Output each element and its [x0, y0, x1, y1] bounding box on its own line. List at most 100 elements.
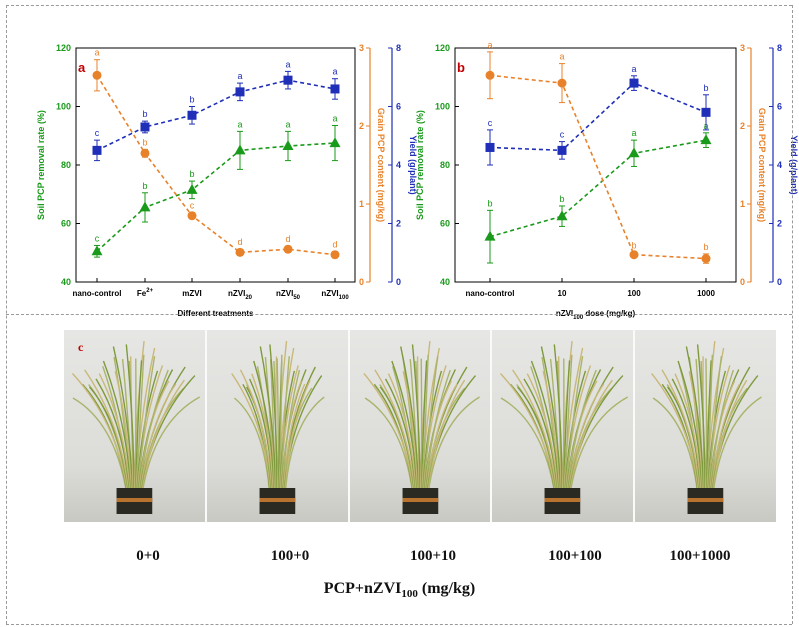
rice-plant-illustration [500, 341, 629, 514]
data-point [140, 122, 150, 132]
data-point [235, 87, 245, 97]
frame-border-bottom [6, 624, 792, 625]
series-circle: a b c d d d [92, 48, 340, 260]
x-tick-label: mZVI [182, 289, 202, 298]
series-line [489, 74, 707, 260]
series-line [96, 142, 336, 252]
rice-plant-photo [633, 330, 776, 522]
yield-tick-label: 4 [396, 160, 401, 170]
significance-letter: c [95, 233, 100, 243]
data-point [484, 230, 496, 241]
yield-tick-label: 6 [777, 102, 782, 112]
data-point [701, 107, 711, 117]
x-tick-label: Fe2+ [137, 288, 154, 298]
grain-axis-title: Grain PCP content (mg/kg) [376, 108, 386, 222]
data-point [92, 145, 102, 155]
series-square: c c a b [485, 64, 711, 166]
yield-axis-title: Yield (g/plant) [789, 135, 799, 194]
x-tick-label: nZVI100 [321, 289, 349, 301]
grain-tick-label: 0 [740, 277, 745, 287]
left-tick-label: 100 [56, 102, 71, 112]
significance-letter: a [631, 128, 636, 138]
x-axis-title: nZVI100 dose (mg/kg) [556, 309, 636, 321]
grain-tick-label: 2 [740, 121, 745, 131]
data-point [330, 250, 340, 260]
significance-letter: c [95, 128, 100, 138]
left-tick-label: 60 [61, 219, 71, 229]
plot-frame [75, 47, 356, 283]
data-point [329, 137, 341, 148]
rice-plant-illustration [362, 341, 480, 514]
treatment-label: 100+0 [270, 548, 310, 564]
significance-letter: a [285, 59, 290, 69]
data-point [556, 210, 568, 221]
significance-letter: a [237, 71, 242, 81]
series-triangle: c b b a a a [91, 114, 341, 258]
left-tick-label: 80 [61, 160, 71, 170]
plot-frame [454, 47, 737, 283]
treatment-label: 100+100 [548, 548, 602, 564]
left-axis-title: Soil PCP removal rate (%) [415, 110, 425, 220]
significance-letter: c [190, 201, 195, 211]
series-line [96, 79, 336, 152]
grain-tick-label: 3 [359, 43, 364, 53]
significance-letter: a [559, 52, 564, 62]
treatment-label: 100+10 [409, 548, 457, 564]
significance-letter: b [189, 169, 194, 179]
frame-border-right [792, 5, 793, 624]
significance-letter: b [142, 137, 147, 147]
significance-letter: a [487, 40, 492, 50]
x-tick-label: 100 [627, 289, 641, 298]
data-point [701, 254, 711, 264]
yield-tick-label: 2 [777, 219, 782, 229]
significance-letter: a [285, 119, 290, 129]
rice-plant-illustration [651, 341, 763, 514]
series-line [489, 139, 707, 238]
left-tick-label: 120 [56, 43, 71, 53]
significance-letter: b [703, 242, 708, 252]
data-point [282, 139, 294, 150]
left-tick-label: 40 [440, 277, 450, 287]
data-point [283, 75, 293, 85]
panel-label: c [78, 340, 84, 354]
grain-tick-label: 1 [740, 199, 745, 209]
left-tick-label: 80 [440, 160, 450, 170]
frame-border-mid [6, 314, 792, 315]
data-point [186, 183, 198, 194]
data-point [235, 247, 245, 257]
frame-border-left [6, 5, 7, 624]
data-point [92, 70, 102, 80]
data-point [187, 211, 197, 221]
data-point [557, 78, 567, 88]
rice-photo-strip: c [64, 330, 776, 522]
frame-border-top [6, 5, 792, 6]
data-point [139, 201, 151, 212]
grain-tick-label: 1 [359, 199, 364, 209]
rice-plant-illustration [71, 341, 201, 514]
panel-label: a [78, 60, 86, 75]
rice-plant-photo [204, 330, 348, 522]
yield-tick-label: 8 [777, 43, 782, 53]
series-line [96, 74, 336, 256]
data-point [140, 148, 150, 158]
grain-axis-title: Grain PCP content (mg/kg) [757, 108, 767, 222]
rice-plant-illustration [230, 341, 325, 514]
significance-letter: a [631, 64, 636, 74]
data-point [187, 110, 197, 120]
significance-letter: b [487, 198, 492, 208]
data-point [91, 245, 103, 256]
caption-subscript: 100 [401, 588, 418, 601]
yield-tick-label: 0 [777, 277, 782, 287]
significance-letter: c [560, 130, 565, 140]
grain-tick-label: 0 [359, 277, 364, 287]
x-tick-label: nano-control [73, 289, 122, 298]
rice-plant-photo: c [64, 330, 205, 522]
significance-letter: b [631, 240, 636, 250]
yield-tick-label: 6 [396, 102, 401, 112]
treatment-label: 0+0 [136, 548, 160, 564]
significance-letter: b [189, 95, 194, 105]
yield-tick-label: 2 [396, 219, 401, 229]
